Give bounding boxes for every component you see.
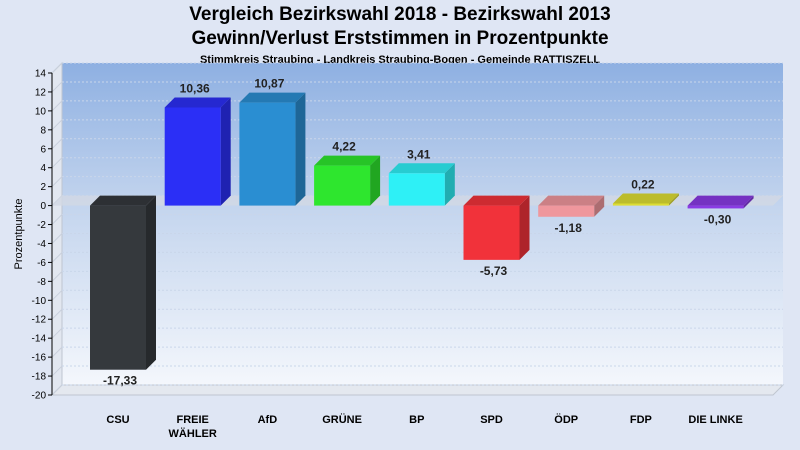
y-tick-label: -20	[32, 391, 47, 402]
bar-side	[220, 97, 231, 206]
gridline-side	[51, 176, 63, 188]
bar	[538, 205, 595, 217]
chart-subtitle: Gewinn/Verlust Erststimmen in Prozentpun…	[191, 28, 609, 49]
y-tick-label: -6	[37, 258, 46, 269]
x-tick-label: AfD	[258, 414, 278, 426]
bar-top	[538, 195, 605, 206]
data-label: -5,73	[480, 264, 508, 278]
x-tick-label: FREIE	[176, 414, 208, 426]
data-label: 10,36	[180, 81, 210, 95]
x-tick-label: FDP	[630, 414, 652, 426]
bar	[239, 102, 296, 206]
x-tick-label: CSU	[106, 414, 129, 426]
chart-title: Vergleich Bezirkswahl 2018 - Bezirkswahl…	[189, 4, 611, 25]
gridline-side	[51, 365, 63, 377]
gridline-side	[51, 100, 63, 112]
gridline-side	[51, 81, 63, 93]
bar	[314, 165, 371, 206]
data-label: 0,22	[631, 178, 655, 192]
y-tick-label: 2	[40, 182, 46, 193]
bar	[164, 107, 221, 206]
bar-top	[612, 193, 679, 204]
y-axis-title: Prozentpunkte	[13, 199, 25, 270]
bar-top	[90, 195, 156, 206]
plot-side-wall	[51, 61, 63, 397]
gridline-side	[51, 157, 63, 169]
y-tick-label: -2	[37, 220, 46, 231]
y-tick-label: -8	[37, 277, 46, 288]
bar-side	[146, 195, 156, 370]
bar-top	[687, 195, 754, 206]
x-tick-label: ÖDP	[554, 413, 578, 426]
y-tick-label: -18	[32, 372, 47, 383]
bar	[687, 205, 744, 209]
y-tick-label: -10	[32, 296, 47, 307]
gridline-side	[51, 214, 63, 225]
y-tick-label: -14	[32, 334, 47, 345]
gridline-side	[51, 289, 63, 301]
y-tick-label: 6	[40, 144, 46, 155]
x-tick-label: DIE LINKE	[688, 414, 742, 426]
gridline-side	[51, 327, 63, 339]
bar-side	[668, 193, 679, 206]
gridline-side	[51, 308, 63, 320]
y-tick-label: 14	[35, 69, 47, 80]
x-tick-label: GRÜNE	[322, 413, 362, 426]
y-tick-label: 8	[40, 125, 46, 136]
bar-top	[463, 195, 530, 206]
bar-side	[444, 163, 455, 206]
y-tick-label: 4	[40, 163, 46, 174]
bar-top	[314, 155, 381, 166]
bar	[388, 173, 445, 206]
data-label: 3,41	[407, 147, 431, 161]
x-tick-label: BP	[409, 414, 424, 426]
y-tick-label: 12	[35, 87, 47, 98]
bar-side	[519, 195, 530, 260]
bar-top	[388, 163, 455, 174]
y-tick-label: 10	[35, 106, 47, 117]
bar-top	[239, 92, 306, 103]
bar	[463, 205, 520, 260]
gridline-side	[51, 233, 63, 244]
x-tick-label: SPD	[480, 414, 503, 426]
bar-top	[164, 97, 231, 108]
gridline-side	[51, 252, 63, 263]
y-tick-label: -12	[32, 315, 47, 326]
gridline-side	[51, 384, 63, 396]
data-label: 10,87	[254, 77, 284, 91]
y-tick-label: -4	[37, 239, 46, 250]
bar-side	[594, 195, 605, 217]
gridline-side	[51, 346, 63, 358]
gridline-side	[51, 62, 63, 74]
y-tick-label: -16	[32, 353, 47, 364]
bar-side	[295, 92, 306, 206]
gridline-side	[51, 138, 63, 150]
plot-floor	[50, 384, 785, 396]
bar-side	[370, 155, 381, 206]
bar	[612, 203, 669, 206]
data-label: -1,18	[555, 221, 583, 235]
x-tick-label: WÄHLER	[169, 427, 217, 440]
data-label: 4,22	[332, 140, 356, 154]
data-label: -0,30	[704, 212, 732, 226]
gridline-side	[51, 119, 63, 131]
y-tick-label: 0	[40, 201, 46, 212]
data-label: -17,33	[103, 374, 137, 388]
bar-side	[743, 195, 754, 209]
gridline-side	[51, 270, 63, 282]
bar	[90, 205, 146, 370]
